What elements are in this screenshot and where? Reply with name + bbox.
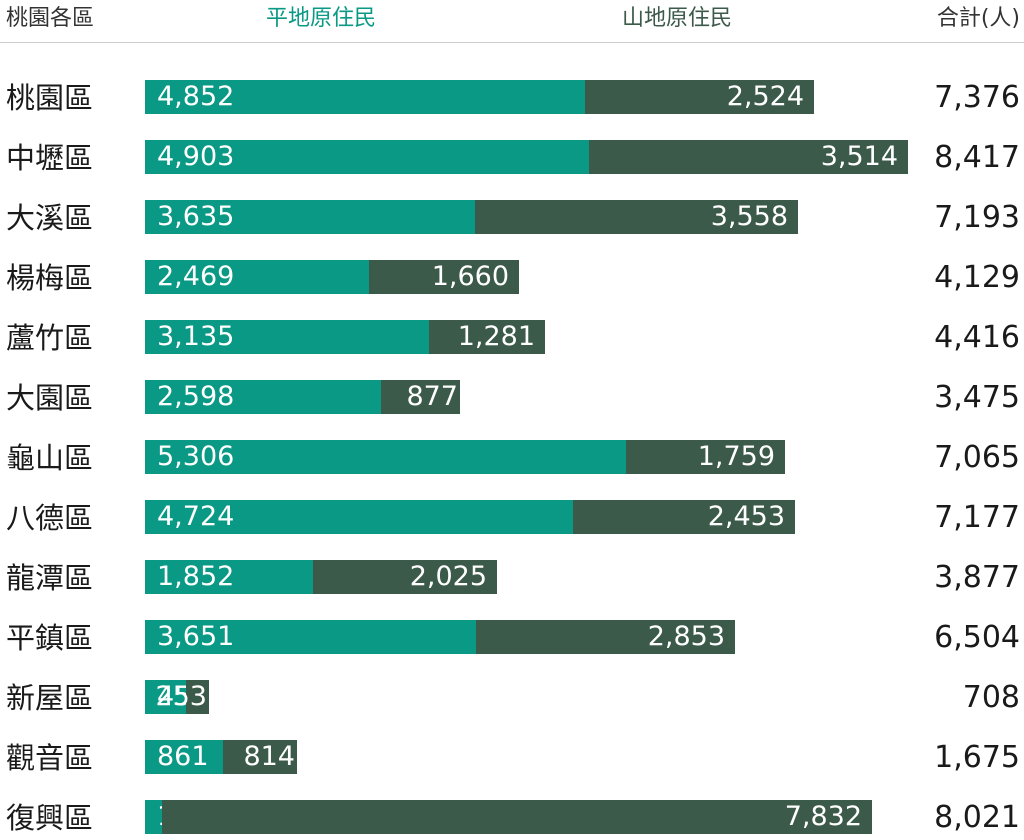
district-label: 龜山區 <box>6 441 94 475</box>
district-label: 龍潭區 <box>6 561 94 595</box>
bar-plains: 861 <box>145 740 223 774</box>
bar-mountain-value: 2,025 <box>409 561 487 592</box>
bar-mountain: 2,025 <box>313 560 497 594</box>
bar-plains: 4,903 <box>145 140 589 174</box>
total-value: 7,193 <box>934 200 1020 235</box>
bar-mountain: 2,524 <box>585 80 814 114</box>
chart-row: 大溪區 3,635 3,558 7,193 <box>0 198 1024 238</box>
chart-row: 中壢區 4,903 3,514 8,417 <box>0 138 1024 178</box>
chart-row: 八德區 4,724 2,453 7,177 <box>0 498 1024 538</box>
bar-plains-value: 861 <box>157 741 209 772</box>
bar-mountain: 253 <box>155 680 209 714</box>
bar-mountain: 877 <box>381 380 460 414</box>
bar-plains-value: 4,724 <box>157 501 235 532</box>
bar-mountain: 2,453 <box>573 500 795 534</box>
bar-plains-value: 1,852 <box>157 561 235 592</box>
district-label: 大園區 <box>6 381 94 415</box>
chart-row: 龍潭區 1,852 2,025 3,877 <box>0 558 1024 598</box>
bar-mountain: 3,514 <box>589 140 908 174</box>
bar-mountain-value: 2,453 <box>707 501 785 532</box>
chart-row: 平鎮區 3,651 2,853 6,504 <box>0 618 1024 658</box>
bar-plains-value: 4,852 <box>157 81 235 112</box>
bar-plains: 3,651 <box>145 620 476 654</box>
total-value: 7,177 <box>934 500 1020 535</box>
total-value: 8,417 <box>934 140 1020 175</box>
district-label: 八德區 <box>6 501 94 535</box>
bar-mountain-value: 3,514 <box>820 141 898 172</box>
total-value: 708 <box>962 680 1020 715</box>
district-label: 桃園區 <box>6 81 94 115</box>
bar-mountain-value: 253 <box>155 681 207 712</box>
district-label: 中壢區 <box>6 141 94 175</box>
bar-plains: 2,598 <box>145 380 381 414</box>
district-label: 平鎮區 <box>6 621 94 655</box>
header-district: 桃園各區 <box>6 6 95 31</box>
district-label: 觀音區 <box>6 741 94 775</box>
bar-mountain-value: 3,558 <box>710 201 788 232</box>
total-value: 7,376 <box>934 80 1020 115</box>
chart-row: 蘆竹區 3,135 1,281 4,416 <box>0 318 1024 358</box>
bar-plains: 4,724 <box>145 500 573 534</box>
chart-row: 新屋區 455 253 708 <box>0 678 1024 718</box>
chart-row: 觀音區 861 814 1,675 <box>0 738 1024 778</box>
total-value: 6,504 <box>934 620 1020 655</box>
bar-plains: 1,852 <box>145 560 313 594</box>
chart-row: 復興區 189 7,832 8,021 <box>0 798 1024 838</box>
bar-plains: 4,852 <box>145 80 585 114</box>
total-value: 1,675 <box>934 740 1020 775</box>
header-divider <box>0 42 1024 43</box>
bar-mountain: 3,558 <box>475 200 798 234</box>
bar-mountain-value: 1,281 <box>457 321 535 352</box>
bar-plains-value: 3,135 <box>157 321 235 352</box>
bar-mountain: 1,660 <box>369 260 519 294</box>
total-value: 4,129 <box>934 260 1020 295</box>
bar-plains-value: 2,469 <box>157 261 235 292</box>
chart-row: 楊梅區 2,469 1,660 4,129 <box>0 258 1024 298</box>
total-value: 3,877 <box>934 560 1020 595</box>
chart-row: 大園區 2,598 877 3,475 <box>0 378 1024 418</box>
total-value: 7,065 <box>934 440 1020 475</box>
bar-plains: 189 <box>145 800 209 834</box>
district-label: 大溪區 <box>6 201 94 235</box>
bar-plains: 5,306 <box>145 440 626 474</box>
bar-mountain: 7,832 <box>162 800 872 834</box>
bar-mountain-value: 2,853 <box>647 621 725 652</box>
bar-mountain-value: 877 <box>406 381 458 412</box>
legend-plains-label: 平地原住民 <box>266 6 377 31</box>
bar-mountain-value: 1,759 <box>697 441 775 472</box>
bar-plains-value: 4,903 <box>157 141 235 172</box>
bar-plains-value: 2,598 <box>157 381 235 412</box>
district-label: 蘆竹區 <box>6 321 94 355</box>
bar-mountain-value: 1,660 <box>431 261 509 292</box>
bar-mountain-value: 814 <box>243 741 295 772</box>
header-total: 合計(人) <box>936 6 1020 31</box>
legend-mountain-label: 山地原住民 <box>622 6 733 31</box>
bar-mountain: 2,853 <box>476 620 735 654</box>
chart-row: 龜山區 5,306 1,759 7,065 <box>0 438 1024 478</box>
bar-mountain-value: 2,524 <box>726 81 804 112</box>
bar-plains: 3,635 <box>145 200 475 234</box>
bar-mountain: 1,759 <box>626 440 785 474</box>
bar-mountain: 814 <box>223 740 297 774</box>
bar-mountain-value: 7,832 <box>784 801 862 832</box>
chart-row: 桃園區 4,852 2,524 7,376 <box>0 78 1024 118</box>
bar-plains: 455 <box>145 680 209 714</box>
total-value: 3,475 <box>934 380 1020 415</box>
bar-plains-value: 3,635 <box>157 201 235 232</box>
district-label: 復興區 <box>6 801 94 835</box>
bar-plains-value: 5,306 <box>157 441 235 472</box>
total-value: 8,021 <box>934 800 1020 835</box>
bar-plains: 3,135 <box>145 320 429 354</box>
bar-plains-value: 3,651 <box>157 621 235 652</box>
total-value: 4,416 <box>934 320 1020 355</box>
bar-plains: 2,469 <box>145 260 369 294</box>
district-label: 新屋區 <box>6 681 94 715</box>
bar-mountain: 1,281 <box>429 320 545 354</box>
district-label: 楊梅區 <box>6 261 94 295</box>
